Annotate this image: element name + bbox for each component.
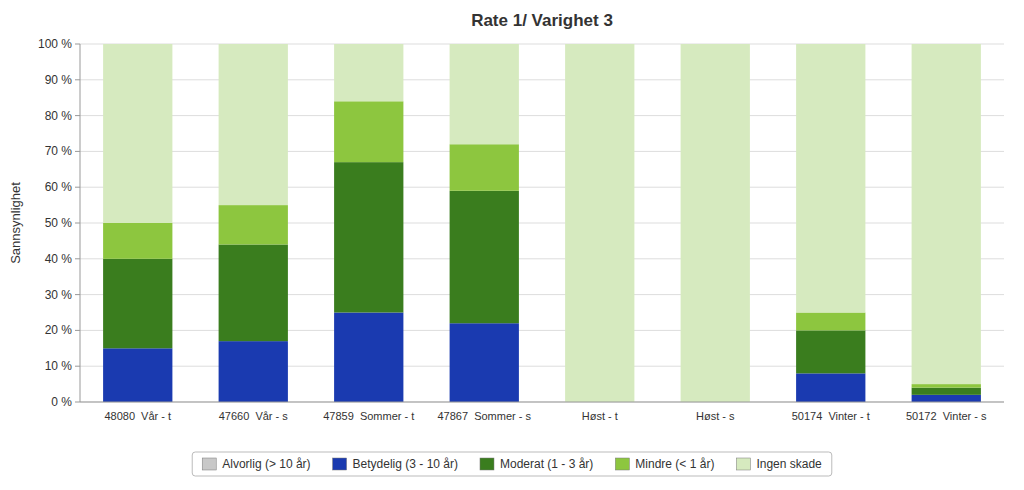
y-tick-label: 60 % bbox=[45, 180, 73, 194]
x-ticks: 48080 Vår - t 47660 Vår - s 47859 Sommer -… bbox=[104, 410, 987, 422]
y-tick-label: 90 % bbox=[45, 73, 73, 87]
x-tick-label: 47859 Sommer - t bbox=[323, 410, 414, 422]
bar-segment bbox=[450, 323, 519, 402]
bar-segment bbox=[219, 44, 288, 205]
y-tick-label: 10 % bbox=[45, 359, 73, 373]
y-tick-label: 30 % bbox=[45, 288, 73, 302]
x-tick-label: 47660 Vår - s bbox=[219, 410, 289, 422]
y-tick bbox=[75, 151, 80, 152]
legend-label: Moderat (1 - 3 år) bbox=[500, 457, 593, 471]
legend-swatch bbox=[480, 458, 494, 470]
bar-segment bbox=[219, 341, 288, 402]
y-tick bbox=[75, 294, 80, 295]
y-axis-label: Sannsynlighet bbox=[8, 182, 23, 264]
bar-segment bbox=[103, 348, 172, 402]
y-tick bbox=[75, 402, 80, 403]
bar-segment bbox=[912, 384, 981, 388]
bar-segment bbox=[912, 388, 981, 395]
bar-segment bbox=[912, 44, 981, 384]
bars bbox=[103, 44, 981, 402]
legend-frame bbox=[192, 452, 832, 476]
bar-segment bbox=[103, 259, 172, 349]
legend-swatch bbox=[333, 458, 347, 470]
x-tick-label: Høst - t bbox=[582, 410, 618, 422]
x-tick-label: Høst - s bbox=[696, 410, 735, 422]
grid-line bbox=[80, 402, 1004, 403]
bar-segment bbox=[103, 44, 172, 223]
legend-item: Ingen skade bbox=[736, 457, 822, 471]
legend-label: Mindre (< 1 år) bbox=[635, 457, 714, 471]
legend: Alvorlig (> 10 år) Betydelig (3 - 10 år) M… bbox=[192, 452, 832, 476]
bar-segment bbox=[565, 44, 634, 402]
y-tick-label: 80 % bbox=[45, 109, 73, 123]
legend-swatch bbox=[615, 458, 629, 470]
y-tick bbox=[75, 223, 80, 224]
y-tick bbox=[75, 366, 80, 367]
y-tick bbox=[75, 187, 80, 188]
x-axis bbox=[80, 402, 1004, 403]
legend-label: Alvorlig (> 10 år) bbox=[222, 457, 310, 471]
x-tick-label: 50172 Vinter - s bbox=[906, 410, 987, 422]
grid bbox=[80, 44, 1004, 402]
y-ticks: 0 % 10 % 20 % 30 % 40 % 50 % 60 % 70 % 80 % 90 % 1… bbox=[38, 37, 80, 409]
bar-segment bbox=[334, 44, 403, 101]
legend-item: Mindre (< 1 år) bbox=[615, 457, 714, 471]
bar-segment bbox=[450, 44, 519, 144]
y-tick-label: 50 % bbox=[45, 216, 73, 230]
legend-swatch bbox=[736, 458, 750, 470]
bar-segment bbox=[103, 223, 172, 259]
bar-segment bbox=[796, 44, 865, 313]
bar-segment bbox=[219, 244, 288, 341]
bar-segment bbox=[681, 44, 750, 402]
bar-segment bbox=[796, 373, 865, 402]
y-tick bbox=[75, 44, 80, 45]
bar-segment bbox=[334, 101, 403, 162]
y-tick bbox=[75, 258, 80, 259]
legend-item: Betydelig (3 - 10 år) bbox=[333, 457, 458, 471]
legend-label: Ingen skade bbox=[756, 457, 822, 471]
legend-item: Moderat (1 - 3 år) bbox=[480, 457, 593, 471]
y-tick-label: 20 % bbox=[45, 323, 73, 337]
y-tick-label: 70 % bbox=[45, 144, 73, 158]
bar-segment bbox=[334, 162, 403, 312]
y-tick bbox=[75, 330, 80, 331]
y-tick-label: 40 % bbox=[45, 252, 73, 266]
y-tick-label: 100 % bbox=[38, 37, 72, 51]
legend-swatch bbox=[202, 458, 216, 470]
x-tick-label: 47867 Sommer - s bbox=[437, 410, 531, 422]
bar-segment bbox=[219, 205, 288, 244]
bar-segment bbox=[450, 191, 519, 323]
chart: Rate 1/ Varighet 3 Sannsynlighet 0 % 10 % 20… bbox=[0, 0, 1024, 490]
x-tick-label: 48080 Vår - t bbox=[104, 410, 171, 422]
y-tick-label: 0 % bbox=[51, 395, 72, 409]
y-tick bbox=[75, 79, 80, 80]
legend-item: Alvorlig (> 10 år) bbox=[202, 457, 310, 471]
title: Rate 1/ Varighet 3 bbox=[471, 11, 613, 30]
x-tick-label: 50174 Vinter - t bbox=[792, 410, 870, 422]
bar-segment bbox=[796, 313, 865, 331]
bar-segment bbox=[796, 330, 865, 373]
bar-segment bbox=[450, 144, 519, 191]
bar-segment bbox=[912, 395, 981, 402]
legend-label: Betydelig (3 - 10 år) bbox=[353, 457, 458, 471]
y-axis bbox=[80, 44, 81, 402]
bar-segment bbox=[334, 313, 403, 403]
y-tick bbox=[75, 115, 80, 116]
